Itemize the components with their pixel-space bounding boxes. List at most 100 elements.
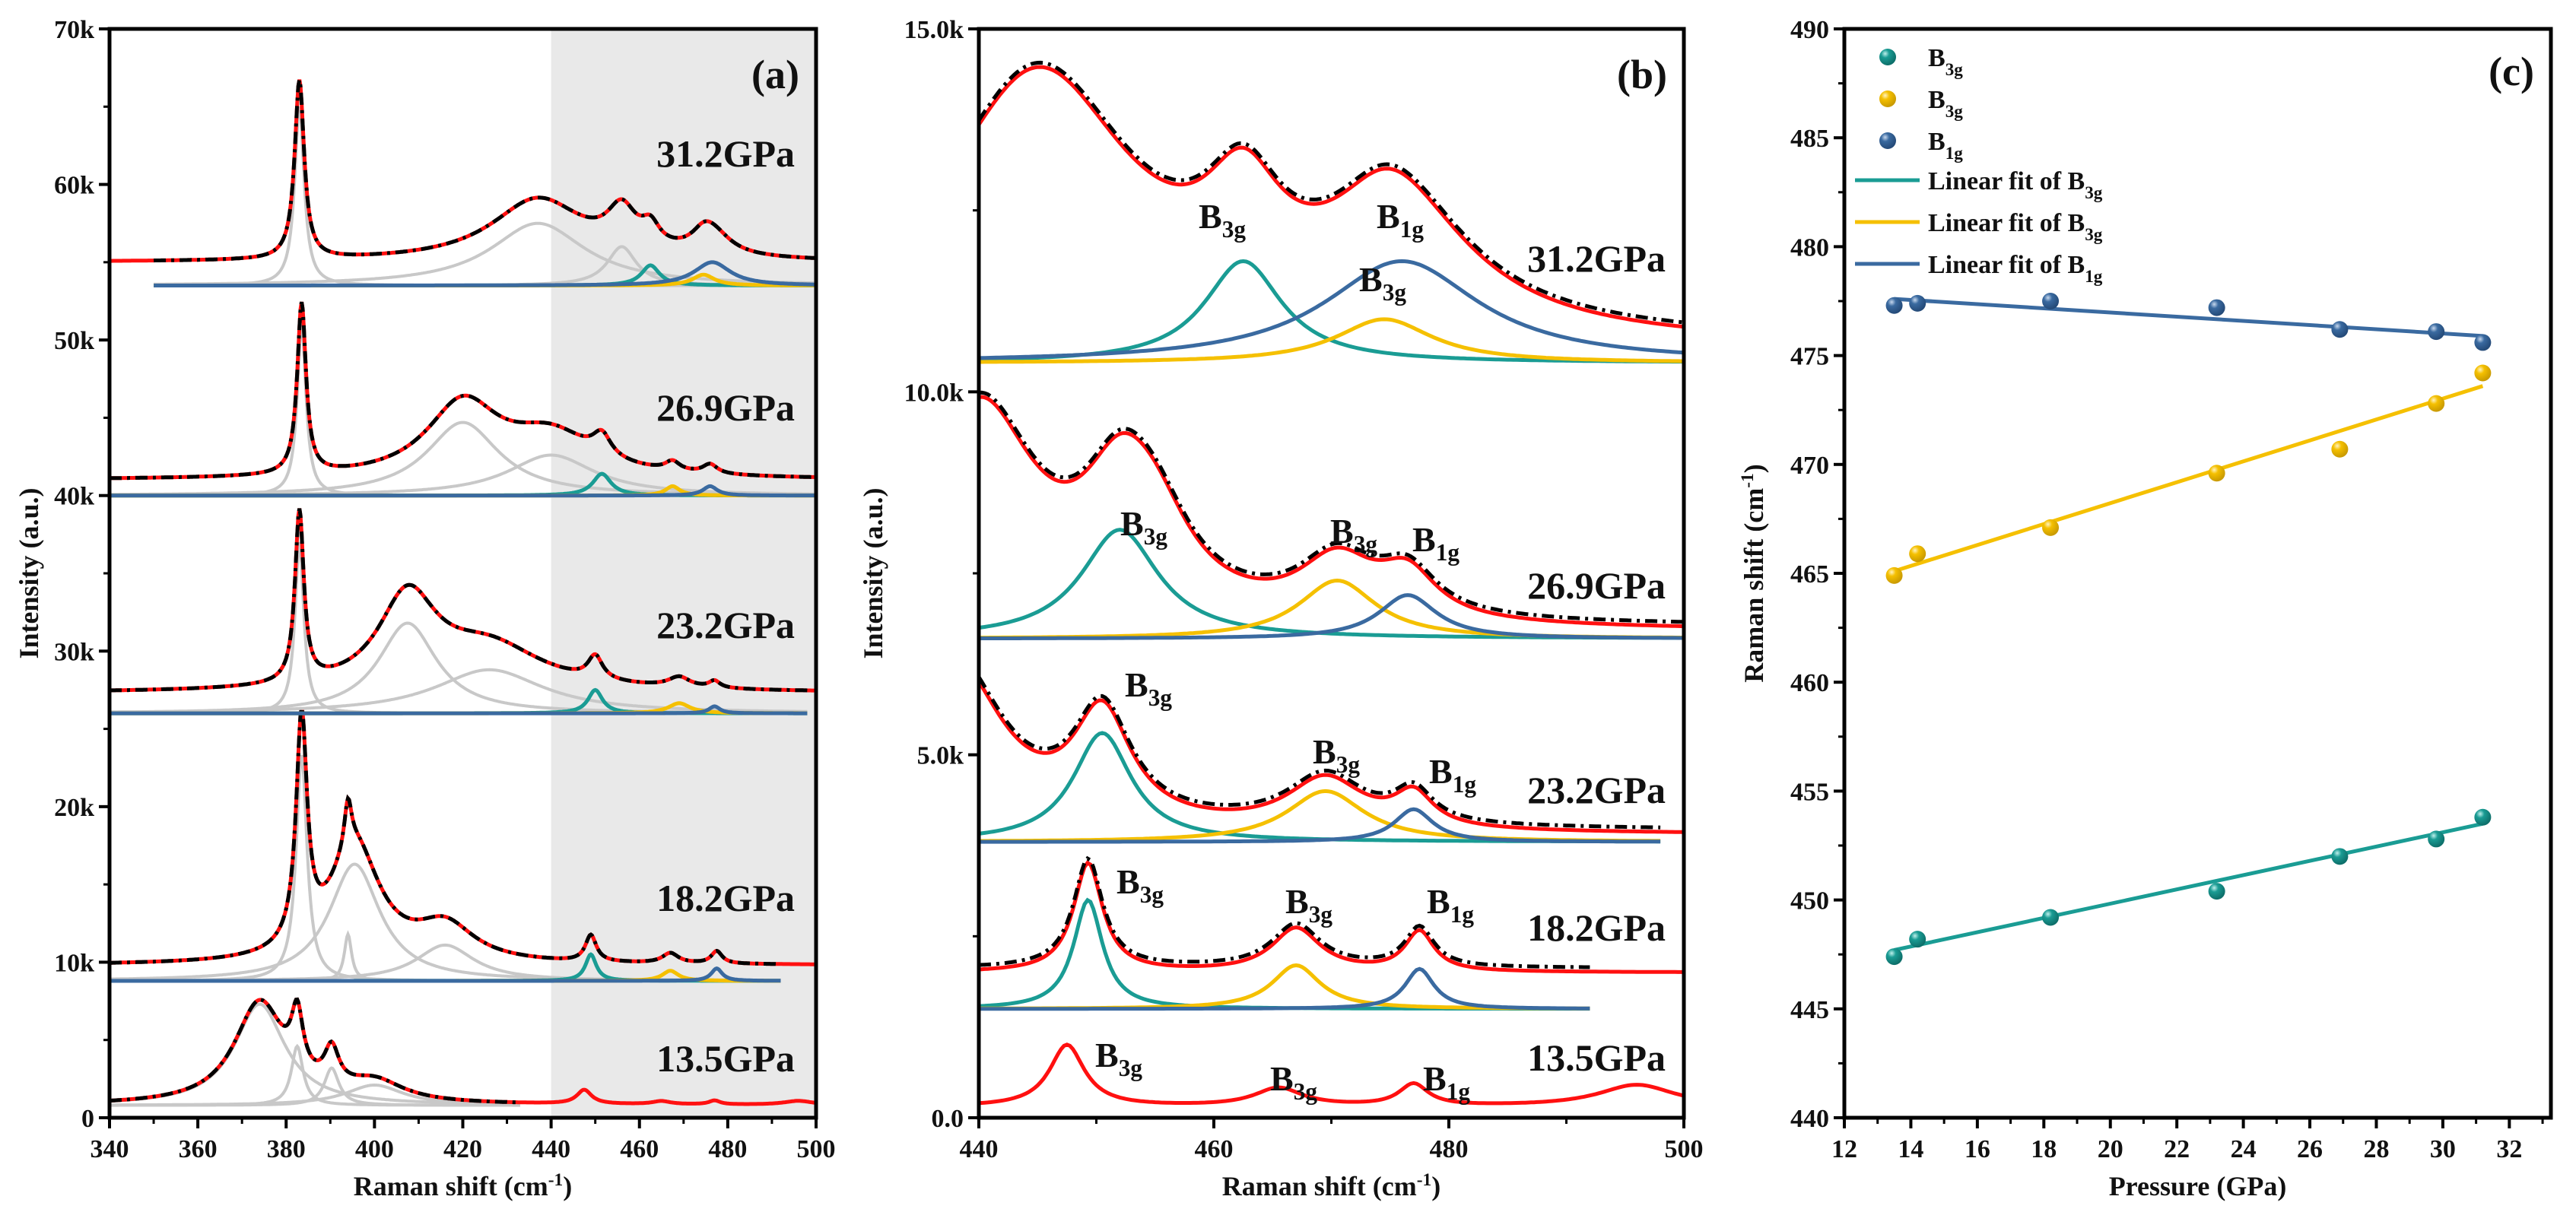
spectrum-23.2GPa: 23.2GPa B3g B3g B1g [977,665,1685,844]
fit-envelope [978,855,1590,969]
data-point [2331,848,2349,865]
spectrum-18.2GPa: 18.2GPa B3g B3g B1g [978,855,1684,1011]
component-peak-raman [153,221,816,286]
y-axis-title: Raman shift (cm-1) [1738,464,1769,682]
mode-label: B3g [1120,504,1167,550]
data-point [2474,334,2492,351]
legend-label: B3g [1928,44,1963,80]
y-tick-label: 0.0 [932,1105,964,1133]
spectrum-13.5GPa: 13.5GPa [109,997,817,1107]
mode-label: B3g [1270,1059,1317,1105]
mode-label: B1g [1377,197,1424,243]
fit-envelope [110,301,816,481]
x-tick-label: 460 [620,1135,659,1163]
y-tick-label: 10k [54,949,94,977]
y-tick-label: 445 [1790,996,1829,1024]
x-tick-label: 28 [2363,1135,2389,1163]
y-tick-label: 490 [1790,16,1829,44]
x-tick-label: 30 [2430,1135,2456,1163]
data-point [1909,545,1926,563]
y-tick-label: 70k [54,16,94,44]
measured-spectrum [978,1042,1685,1106]
pressure-label: 31.2GPa [656,132,795,175]
x-tick-label: 360 [179,1135,218,1163]
y-tick-label: 30k [54,638,94,666]
data-point [2042,293,2060,309]
y-axis-title: Intensity (a.u.) [858,487,888,658]
mode-label: B1g [1412,520,1460,566]
x-axis-title: Pressure (GPa) [2109,1171,2287,1201]
legend-marker [1879,90,1896,107]
fit-envelope [978,390,1685,624]
x-tick-label: 440 [960,1135,999,1163]
x-tick-label: 26 [2297,1135,2323,1163]
fit-envelope [977,676,1661,830]
y-tick-label: 485 [1790,125,1829,153]
y-axis-title: Intensity (a.u.) [14,487,44,658]
series-B1g-B1g [1885,293,2492,351]
x-tick-label: 440 [532,1135,570,1163]
spectrum-31.2GPa: 31.2GPa [110,79,816,287]
x-tick-label: 340 [91,1135,129,1163]
fit-envelope [977,60,1685,325]
spectrum-31.2GPa: 31.2GPa B3g B1g B3g [977,60,1685,364]
component-peak-B1g [979,966,1590,1011]
component-peak-B1g [110,704,808,716]
x-tick-label: 12 [1831,1135,1857,1163]
x-tick-label: 500 [1665,1135,1704,1163]
pressure-label: 23.2GPa [656,604,795,646]
y-tick-label: 450 [1790,887,1829,915]
measured-spectrum [978,395,1685,629]
spectrum-26.9GPa: 26.9GPa B3g B3g B1g [978,390,1685,640]
y-tick-label: 0 [81,1105,94,1133]
y-tick-label: 20k [54,794,94,822]
data-point [2208,465,2225,482]
component-peak-B1g [979,593,1684,640]
mode-label: B1g [1423,1059,1470,1105]
mode-label: B3g [1330,512,1377,557]
mode-label: B3g [1285,882,1332,928]
component-peak-raman [110,1002,520,1106]
legend-marker [1879,49,1896,65]
component-peak-B1g [154,260,816,287]
y-tick-label: 15.0k [904,16,964,44]
fit-envelope [153,79,816,263]
fit-envelope [110,707,781,966]
legend-label: B3g [1928,86,1963,122]
legend: B3g B3g B1g Linear fit of B3g Linear fit of … [1855,44,2103,287]
legend-label: B1g [1928,128,1963,163]
shaded-region [551,29,816,1118]
data-point [1909,931,1926,948]
mode-label: B1g [1427,882,1474,928]
linear-fit-line [1894,297,2483,338]
spectrum-26.9GPa: 26.9GPa [110,301,816,498]
measured-spectrum [977,680,1685,834]
component-peak-B1g [110,484,816,498]
data-point [2331,440,2349,458]
data-point [2208,883,2225,900]
component-peak-B1g [978,259,1685,360]
legend-label: Linear fit of B3g [1928,167,2103,203]
y-tick-label: 60k [54,172,94,200]
spectrum-18.2GPa: 18.2GPa [110,707,816,983]
linear-fit-line [1894,821,2483,952]
pressure-label: 18.2GPa [1527,906,1666,949]
x-tick-label: 22 [2164,1135,2190,1163]
data-point [2474,808,2492,826]
mode-label: B3g [1095,1036,1142,1081]
x-tick-label: 420 [443,1135,482,1163]
x-tick-label: 500 [797,1135,836,1163]
x-axis-title: Raman shift (cm-1) [354,1170,572,1201]
x-tick-label: 20 [2098,1135,2123,1163]
data-point [2474,364,2492,382]
panel-c-pressure-dependence: 12 14 16 18 20 22 24 26 28 30 32 440 445 450 455 460 465… [1738,16,2553,1201]
x-tick-label: 380 [267,1135,306,1163]
mode-label: B3g [1116,862,1164,908]
measured-spectrum [977,65,1685,329]
mode-label: B3g [1359,260,1406,306]
legend-marker [1879,132,1896,149]
y-tick-label: 10.0k [904,379,964,407]
x-tick-label: 16 [1965,1135,1990,1163]
data-point [2428,323,2445,341]
component-peak-B1g [110,966,781,983]
